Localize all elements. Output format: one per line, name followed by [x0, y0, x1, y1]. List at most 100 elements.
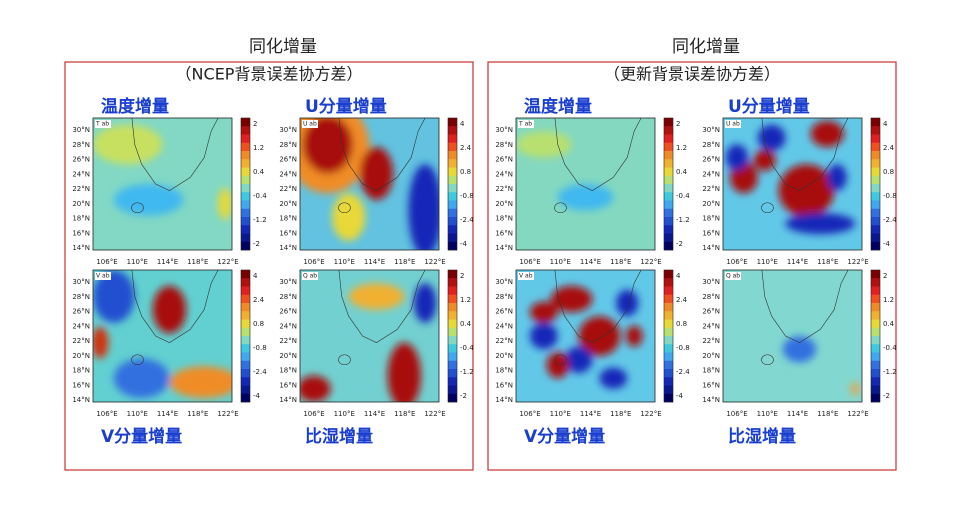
colorbar-tick-label: 2.4	[676, 296, 688, 304]
lon-tick-label: 122°E	[424, 258, 445, 266]
map-label: 温度增量	[101, 96, 169, 117]
field-blobs	[529, 285, 643, 389]
colorbar-band	[448, 286, 457, 296]
colorbar-tick-label: -1.2	[253, 216, 267, 224]
colorbar-band	[664, 200, 673, 210]
colorbar-band	[664, 311, 673, 320]
field-blobs	[93, 270, 232, 399]
colorbar-band	[448, 217, 457, 226]
lat-tick-label: 28°N	[702, 141, 720, 149]
tag-box	[302, 120, 318, 128]
hainan-island	[338, 202, 351, 214]
map-label: 比湿增量	[305, 426, 373, 447]
lon-tick-label: 106°E	[726, 410, 747, 418]
lon-tick-label: 118°E	[187, 410, 208, 418]
lat-tick-label: 30°N	[702, 126, 720, 134]
colorbar-band	[664, 360, 673, 370]
colorbar-band	[871, 208, 880, 218]
colorbar-band	[664, 167, 673, 177]
lat-tick-label: 24°N	[495, 170, 513, 178]
field-blob	[152, 285, 187, 334]
colorbar-tick-label: 2	[253, 120, 257, 128]
colorbar-tick-label: 0.4	[883, 320, 895, 328]
colorbar-band	[871, 336, 880, 345]
tag-box	[725, 272, 741, 280]
colorbar-band	[871, 278, 880, 287]
lat-tick-label: 30°N	[72, 126, 90, 134]
colorbar-band	[448, 385, 457, 395]
map-label: 温度增量	[524, 96, 592, 117]
colorbar-band	[664, 319, 673, 329]
lat-tick-label: 16°N	[279, 229, 297, 237]
lon-tick-label: 114°E	[364, 258, 385, 266]
lat-tick-label: 14°N	[279, 396, 297, 404]
panel-frame	[487, 61, 897, 471]
colorbar-band	[871, 167, 880, 177]
colorbar-band	[241, 126, 250, 135]
colorbar-band	[241, 208, 250, 218]
lat-tick-label: 22°N	[72, 185, 90, 193]
colorbar-band	[448, 184, 457, 193]
lat-tick-label: 22°N	[702, 337, 720, 345]
map-plot: V ab 30°N 28°N 26°N 24°N 22°N 20°N 18°N 16°N 14°N…	[72, 269, 267, 418]
colorbar-band	[448, 200, 457, 210]
colorbar-band	[448, 311, 457, 320]
field	[93, 118, 232, 250]
colorbar-tick-label: -1.2	[676, 216, 690, 224]
plot-border	[515, 269, 656, 403]
panel-title: 同化增量	[672, 37, 740, 57]
colorbar-band	[241, 151, 250, 160]
colorbar-band	[448, 192, 457, 201]
colorbar-band	[664, 344, 673, 353]
colorbar-band	[241, 344, 250, 353]
colorbar-tick-label: -0.8	[676, 344, 690, 352]
colorbar-tick-label: -0.4	[253, 192, 267, 200]
colorbar-band	[241, 184, 250, 193]
lat-tick-label: 20°N	[702, 200, 720, 208]
hainan-island	[554, 202, 567, 214]
map-plot: T ab 30°N 28°N 26°N 24°N 22°N 20°N 18°N 16°N 14°N…	[495, 117, 690, 266]
colorbar-tick-label: -0.8	[460, 192, 474, 200]
lon-tick-label: 106°E	[519, 258, 540, 266]
lon-tick-label: 106°E	[726, 258, 747, 266]
map-plot: U ab 30°N 28°N 26°N 24°N 22°N 20°N 18°N 16°N 14°N…	[702, 117, 897, 266]
colorbar-band	[448, 303, 457, 312]
field-blob	[348, 283, 405, 310]
lat-tick-label: 28°N	[495, 293, 513, 301]
colorbar-band	[871, 225, 880, 234]
lon-tick-label: 106°E	[303, 410, 324, 418]
colorbar-band	[448, 360, 457, 370]
colorbar-band	[871, 270, 880, 279]
lat-tick-label: 22°N	[702, 185, 720, 193]
lat-tick-label: 20°N	[495, 352, 513, 360]
colorbar-tick-label: -2.4	[460, 216, 474, 224]
colorbar-tick-label: 0.4	[676, 168, 688, 176]
field-blob	[516, 131, 572, 158]
lat-tick-label: 24°N	[279, 170, 297, 178]
colorbar-tick-label: 0.8	[253, 320, 264, 328]
lat-tick-label: 30°N	[702, 278, 720, 286]
colorbar-band	[871, 159, 880, 168]
lat-tick-label: 28°N	[279, 141, 297, 149]
colorbar-band	[448, 278, 457, 287]
coastline	[761, 270, 849, 343]
colorbar-band	[871, 393, 880, 403]
lon-tick-label: 106°E	[519, 410, 540, 418]
hainan-island	[554, 354, 567, 366]
field-blob	[557, 184, 614, 211]
colorbar-band	[871, 200, 880, 210]
colorbar-band	[448, 118, 457, 127]
lat-tick-label: 18°N	[495, 367, 513, 375]
lat-tick-label: 22°N	[72, 337, 90, 345]
colorbar-band	[871, 385, 880, 395]
lat-tick-label: 18°N	[72, 367, 90, 375]
lon-tick-label: 110°E	[757, 410, 778, 418]
colorbar-tick-label: -2.4	[676, 368, 690, 376]
colorbar-band	[871, 377, 880, 386]
colorbar-band	[241, 294, 250, 304]
lon-tick-label: 118°E	[394, 258, 415, 266]
colorbar-band	[664, 151, 673, 160]
colorbar-band	[664, 217, 673, 226]
lon-tick-label: 122°E	[640, 258, 661, 266]
colorbar-band	[871, 175, 880, 185]
